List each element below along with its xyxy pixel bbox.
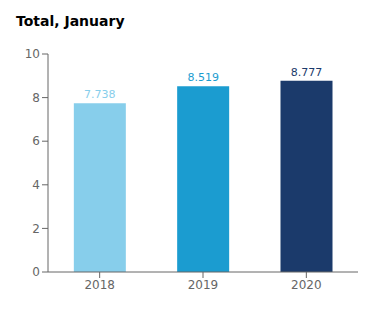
svg-text:7.738: 7.738 [84,88,116,101]
svg-text:4: 4 [32,178,40,192]
svg-text:2018: 2018 [84,278,115,292]
svg-text:8: 8 [32,91,40,105]
svg-text:10: 10 [25,47,40,61]
svg-text:8.519: 8.519 [187,71,219,84]
svg-text:6: 6 [32,134,40,148]
svg-text:2: 2 [32,222,40,236]
html-text:Total, January: Total, January [16,13,125,29]
svg-text:0: 0 [32,265,40,279]
svg-text:2019: 2019 [188,278,219,292]
svg-text:2020: 2020 [291,278,322,292]
svg-text:8.777: 8.777 [291,66,323,79]
